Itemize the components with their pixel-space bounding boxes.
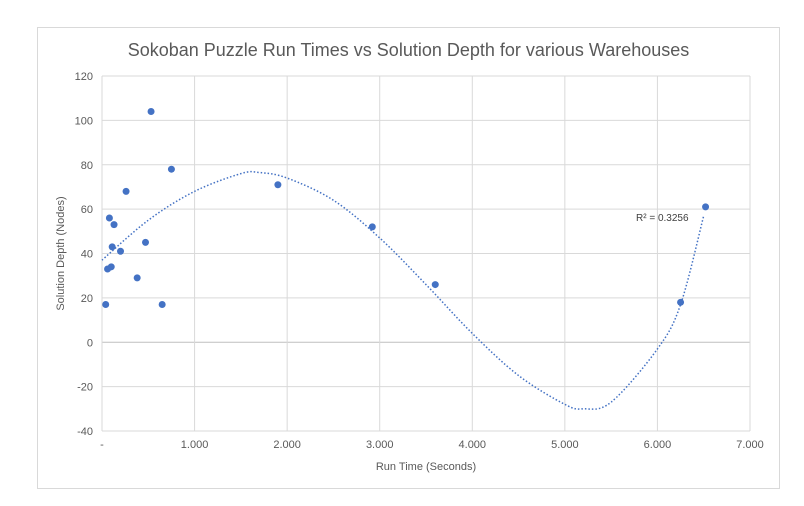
y-tick-label: 120	[75, 71, 93, 83]
r-squared-label: R² = 0.3256	[636, 213, 689, 224]
tick-labels: -40 -20 0 20 40 60 80 100 120 - 1.000 2.000 3.000 4.0…	[75, 71, 764, 451]
data-point	[102, 301, 110, 309]
y-tick-label: -40	[77, 426, 93, 438]
data-point	[117, 247, 125, 255]
trendline	[101, 170, 705, 410]
data-point	[431, 281, 439, 289]
y-tick-label: 0	[87, 337, 93, 349]
y-tick-label: 100	[75, 115, 93, 127]
data-point	[158, 301, 166, 309]
data-point	[702, 203, 710, 211]
y-tick-label: 60	[81, 204, 93, 216]
data-point	[105, 214, 113, 222]
chart-area: Sokoban Puzzle Run Times vs Solution Dep…	[37, 27, 780, 489]
data-point	[107, 263, 115, 271]
x-tick-label: 4.000	[459, 439, 487, 451]
data-point	[108, 243, 116, 251]
y-tick-label: 20	[81, 293, 93, 305]
trendline-layer	[101, 170, 705, 410]
data-points	[102, 108, 710, 309]
data-point	[677, 298, 685, 306]
data-point	[142, 238, 150, 246]
x-tick-label: 5.000	[551, 439, 579, 451]
y-tick-label: 40	[81, 249, 93, 261]
y-axis-title: Solution Depth (Nodes)	[55, 196, 67, 310]
data-point	[133, 274, 141, 282]
data-point	[167, 165, 175, 173]
x-tick-label: 7.000	[736, 439, 764, 451]
x-tick-label: -	[100, 439, 104, 451]
data-point	[110, 221, 118, 229]
data-point	[147, 108, 155, 115]
x-tick-label: 6.000	[644, 439, 672, 451]
x-tick-label: 2.000	[273, 439, 301, 451]
y-tick-label: 80	[81, 160, 93, 172]
chart-title: Sokoban Puzzle Run Times vs Solution Dep…	[127, 40, 690, 60]
gridlines	[101, 75, 751, 432]
x-axis-title: Run Time (Seconds)	[376, 461, 476, 473]
data-point	[274, 181, 282, 189]
data-point	[122, 187, 130, 195]
y-tick-label: -20	[77, 382, 93, 394]
x-tick-label: 3.000	[366, 439, 394, 451]
data-point	[368, 223, 376, 231]
x-tick-label: 1.000	[181, 439, 209, 451]
